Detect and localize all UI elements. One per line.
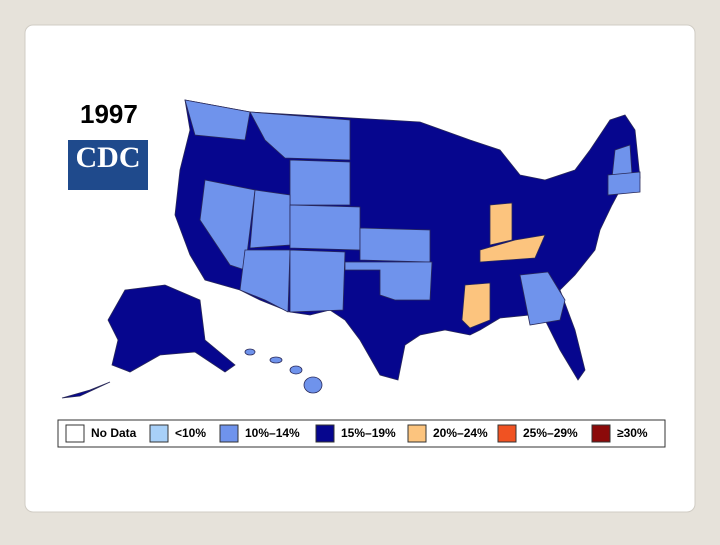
legend-swatch [407,424,427,443]
legend-swatch [591,424,611,443]
us-map [61,99,641,399]
legend-label: 20%–24% [433,426,488,440]
legend-swatch [219,424,239,443]
legend-swatch [149,424,169,443]
state-region [303,376,323,394]
legend-label: No Data [91,426,137,440]
legend-swatch [315,424,335,443]
legend-label: <10% [175,426,206,440]
legend-label: ≥30% [617,426,648,440]
state-region [289,159,351,206]
legend-swatch [65,424,85,443]
legend-label: 25%–29% [523,426,578,440]
state-region [184,99,251,141]
legend: No Data <10% 10%–14% 15%–19% 20%–24% 25%–29% ≥… [65,424,648,443]
state-region [519,271,566,326]
state-region [244,348,256,356]
state-region [489,202,513,246]
state-region [289,249,346,313]
state-region [479,234,546,263]
state-region [199,179,256,271]
state-region [107,284,236,373]
state-region [289,365,303,375]
logo-text: CDC [76,141,141,174]
state-region [61,381,111,399]
state-region [249,189,291,249]
state-region [461,282,491,329]
state-region [239,249,291,313]
state-region [289,204,361,251]
state-region [344,261,433,301]
logo-box [68,140,148,190]
state-region [269,356,283,364]
year-title: 1997 [80,99,138,129]
legend-label: 10%–14% [245,426,300,440]
legend-label: 15%–19% [341,426,396,440]
state-region [359,227,431,263]
legend-swatch [497,424,517,443]
state-region [607,171,641,196]
state-region [249,111,351,161]
